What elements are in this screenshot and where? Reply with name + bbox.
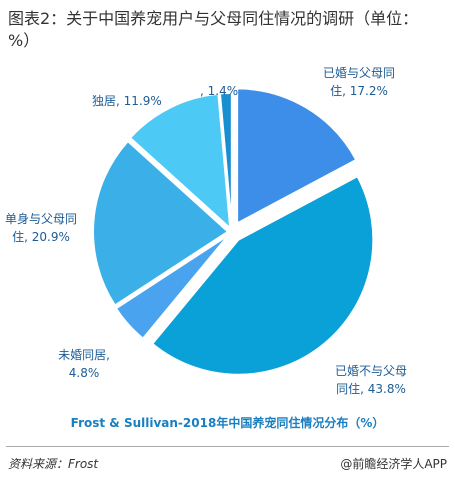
- data-label: 独居, 11.9%: [92, 94, 162, 108]
- data-label: 已婚不与父母同住, 43.8%: [334, 364, 407, 396]
- data-label: 已婚与父母同住, 17.2%: [322, 66, 395, 98]
- separator: [6, 446, 449, 447]
- data-label: , 1.4%: [200, 84, 239, 98]
- pie-slice: [114, 233, 230, 341]
- source: 资料来源：Frost: [8, 457, 99, 471]
- pie-slice: [236, 87, 358, 226]
- pie-slice: [128, 92, 232, 231]
- pie-slice: [218, 92, 233, 229]
- data-label: 未婚同居, 4.8%: [58, 348, 110, 380]
- chart-subtitle: Frost & Sullivan-2018年中国养宠同住情况分布（%）: [70, 416, 385, 430]
- brand: @前瞻经济学人APP: [340, 457, 447, 471]
- data-label: 单身与父母同住, 20.9%: [4, 212, 77, 244]
- pie-slice: [150, 174, 375, 376]
- chart-title: 图表2：关于中国养宠用户与父母同住情况的调研（单位：%）: [8, 9, 419, 50]
- pie-slice: [92, 139, 230, 307]
